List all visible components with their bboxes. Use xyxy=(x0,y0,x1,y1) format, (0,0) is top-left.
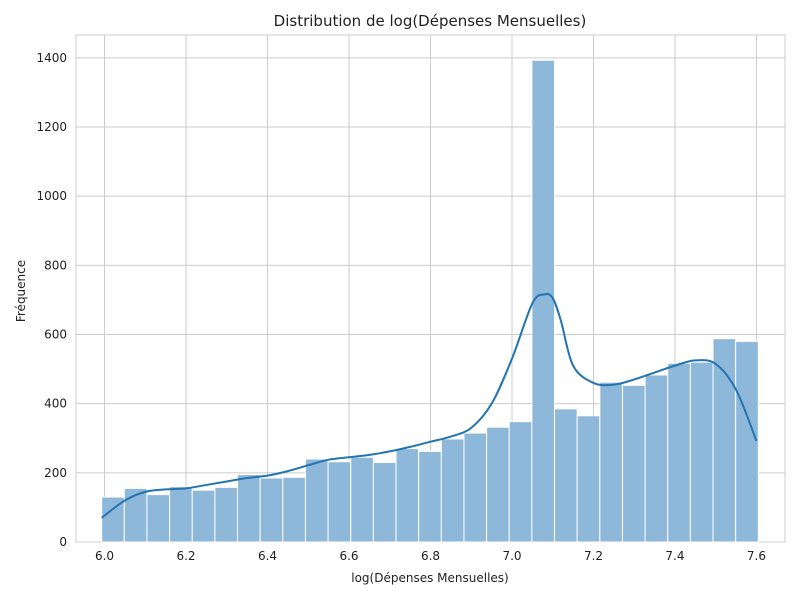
histogram-bar xyxy=(259,477,284,543)
x-tick-label: 6.0 xyxy=(95,549,114,563)
histogram-bar xyxy=(304,458,329,543)
histogram-bar xyxy=(418,450,442,543)
y-tick-label: 0 xyxy=(59,535,67,549)
histogram-bar xyxy=(712,338,737,543)
y-tick-label: 1000 xyxy=(36,189,67,203)
kde-curve xyxy=(101,292,758,519)
x-tick-label: 7.4 xyxy=(665,549,684,563)
histogram-bar xyxy=(667,362,691,543)
histogram-bar xyxy=(146,494,171,543)
x-axis-label: log(Dépenses Mensuelles) xyxy=(351,571,508,585)
histogram-bar xyxy=(214,486,239,543)
y-tick-label: 400 xyxy=(44,397,67,411)
y-axis-ticks: 0 200 400 600 800 1000 1200 1400 xyxy=(36,51,67,549)
histogram-bar xyxy=(123,487,148,543)
x-tick-label: 7.6 xyxy=(747,549,766,563)
histogram-bar xyxy=(237,474,261,543)
x-tick-label: 6.4 xyxy=(258,549,277,563)
x-tick-label: 6.6 xyxy=(339,549,358,563)
x-tick-label: 6.2 xyxy=(176,549,195,563)
histogram-bar xyxy=(531,59,556,543)
histogram-bar xyxy=(191,489,216,543)
x-tick-label: 7.2 xyxy=(584,549,603,563)
x-tick-label: 6.8 xyxy=(421,549,440,563)
histogram-bar xyxy=(689,361,714,543)
histogram-bar xyxy=(621,384,646,543)
histogram-bars xyxy=(101,59,759,543)
histogram-bar xyxy=(395,448,420,543)
grid xyxy=(75,34,786,543)
kde-curve-group xyxy=(101,292,758,519)
y-tick-label: 1200 xyxy=(36,120,67,134)
y-tick-label: 600 xyxy=(44,327,67,341)
histogram-bar xyxy=(554,408,578,543)
y-tick-label: 1400 xyxy=(36,51,67,65)
histogram-bar xyxy=(576,415,601,543)
histogram-bar xyxy=(599,381,623,543)
histogram-bar xyxy=(644,374,669,543)
histogram-bar xyxy=(508,421,533,543)
histogram-bar xyxy=(327,461,352,543)
histogram-bar xyxy=(486,426,510,543)
x-axis-ticks: 6.0 6.2 6.4 6.6 6.8 7.0 7.2 7.4 7.6 xyxy=(95,549,766,563)
y-axis-label: Fréquence xyxy=(14,260,28,322)
histogram-bar xyxy=(282,476,306,543)
histogram-bar xyxy=(350,456,374,543)
x-tick-label: 7.0 xyxy=(502,549,521,563)
y-tick-label: 800 xyxy=(44,258,67,272)
chart-title: Distribution de log(Dépenses Mensuelles) xyxy=(274,12,587,30)
histogram-bar xyxy=(735,340,759,543)
y-tick-label: 200 xyxy=(44,466,67,480)
histogram-bar xyxy=(169,486,193,543)
histogram-bar xyxy=(463,432,488,543)
histogram-bar xyxy=(440,438,465,543)
histogram-bar xyxy=(372,461,397,543)
